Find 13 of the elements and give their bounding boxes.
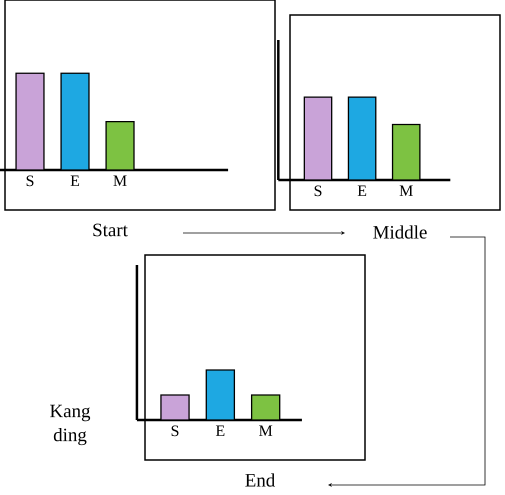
x-axis-title: End [245, 473, 276, 487]
x-tick-label: S [26, 176, 34, 186]
x-tick-label: M [400, 185, 413, 196]
x-tick-label: M [113, 176, 127, 186]
x-axis-title: Start [93, 224, 128, 236]
x-tick-label: S [172, 426, 178, 436]
x-tick-label: E [216, 426, 224, 436]
x-tick-label: E [358, 185, 366, 196]
x-tick-label: M [259, 426, 272, 436]
x-tick-label: E [70, 176, 80, 186]
x-axis-title: Middle [373, 225, 427, 239]
x-tick-label: S [314, 186, 322, 196]
text: Kang ding [50, 404, 90, 446]
